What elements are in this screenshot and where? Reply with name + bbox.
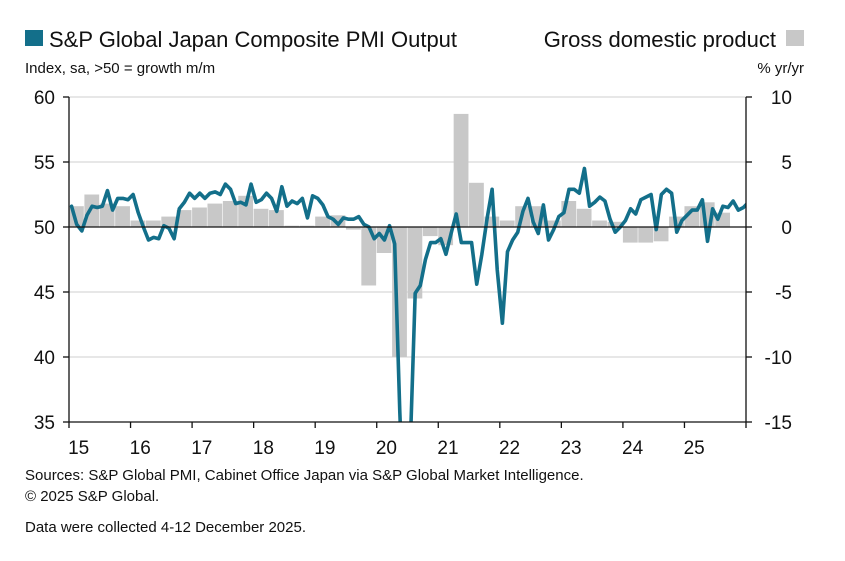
- x-tick-label: 21: [437, 438, 458, 459]
- x-tick-label: 22: [499, 438, 520, 459]
- gdp-bar: [161, 216, 177, 227]
- gdp-bar: [130, 220, 146, 227]
- pmi-line-layer: [69, 166, 746, 422]
- gdp-bar: [469, 182, 484, 227]
- copyright-line: © 2025 S&P Global.: [25, 488, 160, 505]
- gdp-bar: [638, 227, 654, 243]
- left-tick-label: 40: [34, 348, 55, 369]
- x-tick-label: 23: [560, 438, 581, 459]
- gdp-bar: [622, 227, 638, 243]
- gdp-bar: [345, 227, 361, 230]
- gdp-bar: [315, 216, 330, 227]
- gdp-bar: [145, 220, 161, 227]
- gdp-bar: [269, 210, 284, 227]
- gdp-bar: [84, 194, 100, 227]
- gdp-bar: [576, 208, 592, 227]
- left-axis-label: Index, sa, >50 = growth m/m: [25, 60, 215, 77]
- gdp-bar: [607, 221, 623, 227]
- right-tick-label: 0: [781, 218, 792, 239]
- gdp-bar: [192, 207, 207, 227]
- pmi-line: [69, 166, 746, 422]
- gdp-legend-label: Gross domestic product: [544, 27, 776, 52]
- pmi-legend-swatch: [25, 30, 43, 46]
- x-tick-label: 20: [376, 438, 397, 459]
- gdp-bars: [69, 113, 731, 357]
- gdp-bar: [253, 208, 269, 227]
- left-tick-label: 60: [34, 88, 55, 109]
- x-tick-label: 25: [684, 438, 705, 459]
- x-tick-label: 19: [314, 438, 335, 459]
- right-tick-label: -15: [765, 413, 792, 434]
- gdp-bar: [115, 206, 130, 227]
- right-tick-label: 10: [771, 88, 792, 109]
- x-tick-label: 15: [68, 438, 89, 459]
- gdp-bar: [592, 220, 607, 227]
- x-tick-label: 24: [622, 438, 644, 459]
- gdp-bar: [545, 220, 561, 227]
- sources-line-1: Sources: S&P Global PMI, Cabinet Office …: [25, 467, 584, 484]
- gdp-bar: [330, 215, 346, 227]
- gdp-bar: [422, 227, 438, 237]
- left-tick-label: 55: [34, 153, 55, 174]
- x-tick-label: 16: [130, 438, 151, 459]
- left-tick-label: 50: [34, 218, 55, 239]
- gdp-bar: [453, 113, 469, 227]
- right-tick-label: -5: [775, 283, 792, 304]
- pmi-gdp-chart: S&P Global Japan Composite PMI Output Gr…: [25, 27, 804, 459]
- gdp-bar: [407, 227, 423, 299]
- right-tick-label: -10: [765, 348, 792, 369]
- gdp-bar: [499, 220, 515, 227]
- right-tick-label: 5: [781, 153, 792, 174]
- left-tick-label: 35: [34, 413, 55, 434]
- x-tick-label: 17: [191, 438, 212, 459]
- gdp-bar: [176, 210, 192, 227]
- right-axis-label: % yr/yr: [757, 60, 804, 77]
- gdp-bar: [222, 201, 238, 227]
- pmi-legend-label: S&P Global Japan Composite PMI Output: [49, 27, 457, 52]
- collection-note: Data were collected 4-12 December 2025.: [25, 519, 306, 536]
- x-tick-label: 18: [253, 438, 274, 459]
- axes: [63, 96, 752, 428]
- gdp-bar: [361, 227, 377, 286]
- gdp-bar: [207, 203, 223, 227]
- gdp-bar: [484, 216, 500, 227]
- gdp-legend-swatch: [786, 30, 804, 46]
- left-tick-label: 45: [34, 283, 55, 304]
